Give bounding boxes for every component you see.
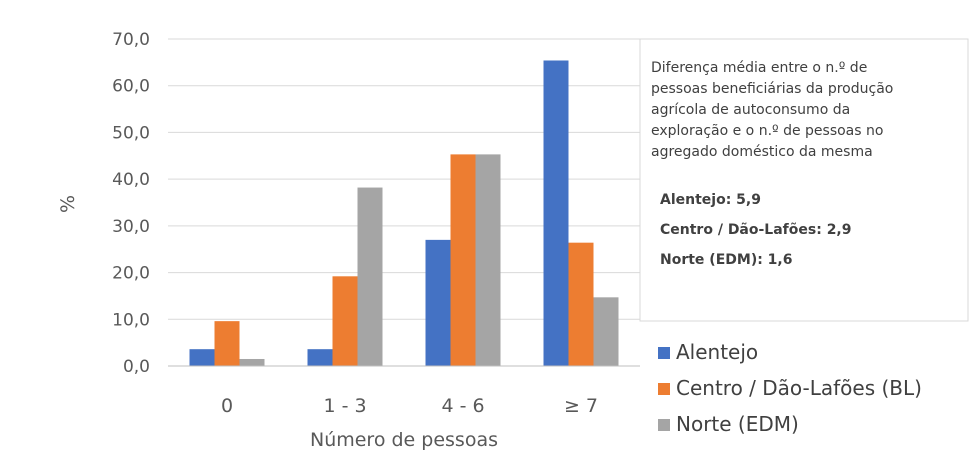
bar: [450, 154, 476, 366]
x-axis-title: Número de pessoas: [310, 429, 498, 451]
bar: [332, 276, 358, 366]
y-tick-label: 50,0: [112, 123, 150, 143]
y-tick-label: 70,0: [112, 30, 150, 50]
y-tick-label: 10,0: [112, 310, 150, 330]
annotation-stat: Alentejo: 5,9: [660, 192, 761, 208]
y-axis-ticks: 0,0 10,0 20,0 30,0 40,0 50,0 60,0 70,0: [112, 30, 150, 377]
annotation-line: pessoas beneficiárias da produção: [651, 81, 893, 97]
y-tick-label: 20,0: [112, 264, 150, 284]
legend-swatch: [658, 347, 670, 359]
annotation-line: agrícola de autoconsumo da: [651, 102, 850, 118]
legend-swatch: [658, 419, 670, 431]
y-tick-label: 60,0: [112, 77, 150, 97]
x-axis-ticks: 0 1 - 3 4 - 6 ≥ 7: [221, 395, 598, 417]
bar: [214, 321, 240, 366]
bar: [357, 187, 383, 366]
annotation-stat: Centro / Dão-Lafões: 2,9: [660, 222, 852, 238]
annotation-frame: [639, 38, 969, 322]
gridlines: [168, 38, 640, 320]
legend-swatch: [658, 383, 670, 395]
bar: [543, 60, 569, 366]
y-tick-label: 0,0: [123, 357, 150, 377]
y-tick-label: 30,0: [112, 217, 150, 237]
annotation-line: Diferença média entre o n.º de: [651, 60, 867, 76]
bar: [593, 297, 619, 366]
y-tick-label: 40,0: [112, 170, 150, 190]
x-tick-label: ≥ 7: [564, 395, 598, 417]
legend-label: Centro / Dão-Lafões (BL): [676, 376, 922, 400]
annotation-box: Diferença média entre o n.º de pessoas be…: [639, 38, 969, 322]
annotation-line: exploração e o n.º de pessoas no: [651, 123, 883, 139]
bar: [189, 349, 215, 366]
bar: [425, 239, 451, 366]
bar: [239, 358, 265, 366]
bar: [475, 154, 501, 366]
x-tick-label: 0: [221, 395, 233, 417]
legend: Alentejo Centro / Dão-Lafões (BL) Norte (E…: [658, 340, 922, 436]
legend-label: Norte (EDM): [676, 412, 799, 436]
x-tick-label: 1 - 3: [323, 395, 366, 417]
bars: [189, 60, 619, 366]
bar: [568, 242, 594, 366]
annotation-stat: Norte (EDM): 1,6: [660, 252, 793, 268]
bar: [307, 349, 333, 366]
annotation-line: agregado doméstico da mesma: [651, 144, 873, 160]
y-axis-title: %: [57, 195, 79, 213]
legend-label: Alentejo: [676, 340, 758, 364]
x-tick-label: 4 - 6: [441, 395, 484, 417]
